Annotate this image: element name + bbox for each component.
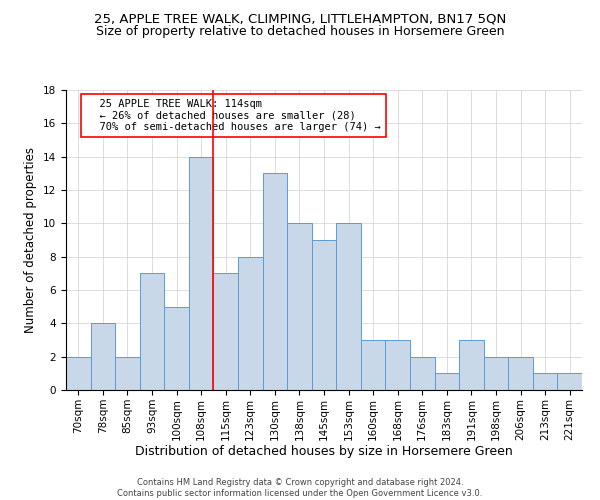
Bar	[312, 240, 336, 390]
Bar	[140, 274, 164, 390]
Bar	[91, 324, 115, 390]
Text: Size of property relative to detached houses in Horsemere Green: Size of property relative to detached ho…	[96, 25, 504, 38]
Bar	[115, 356, 140, 390]
Bar	[214, 274, 238, 390]
Bar	[410, 356, 434, 390]
Text: 25 APPLE TREE WALK: 114sqm
  ← 26% of detached houses are smaller (28)
  70% of : 25 APPLE TREE WALK: 114sqm ← 26% of deta…	[86, 99, 380, 132]
Bar	[336, 224, 361, 390]
Bar	[533, 374, 557, 390]
Bar	[361, 340, 385, 390]
Bar	[385, 340, 410, 390]
X-axis label: Distribution of detached houses by size in Horsemere Green: Distribution of detached houses by size …	[135, 446, 513, 458]
Bar	[557, 374, 582, 390]
Text: Contains HM Land Registry data © Crown copyright and database right 2024.
Contai: Contains HM Land Registry data © Crown c…	[118, 478, 482, 498]
Bar	[508, 356, 533, 390]
Bar	[287, 224, 312, 390]
Bar	[66, 356, 91, 390]
Bar	[189, 156, 214, 390]
Y-axis label: Number of detached properties: Number of detached properties	[25, 147, 37, 333]
Bar	[238, 256, 263, 390]
Bar	[459, 340, 484, 390]
Bar	[164, 306, 189, 390]
Bar	[263, 174, 287, 390]
Bar	[434, 374, 459, 390]
Bar	[484, 356, 508, 390]
Text: 25, APPLE TREE WALK, CLIMPING, LITTLEHAMPTON, BN17 5QN: 25, APPLE TREE WALK, CLIMPING, LITTLEHAM…	[94, 12, 506, 26]
